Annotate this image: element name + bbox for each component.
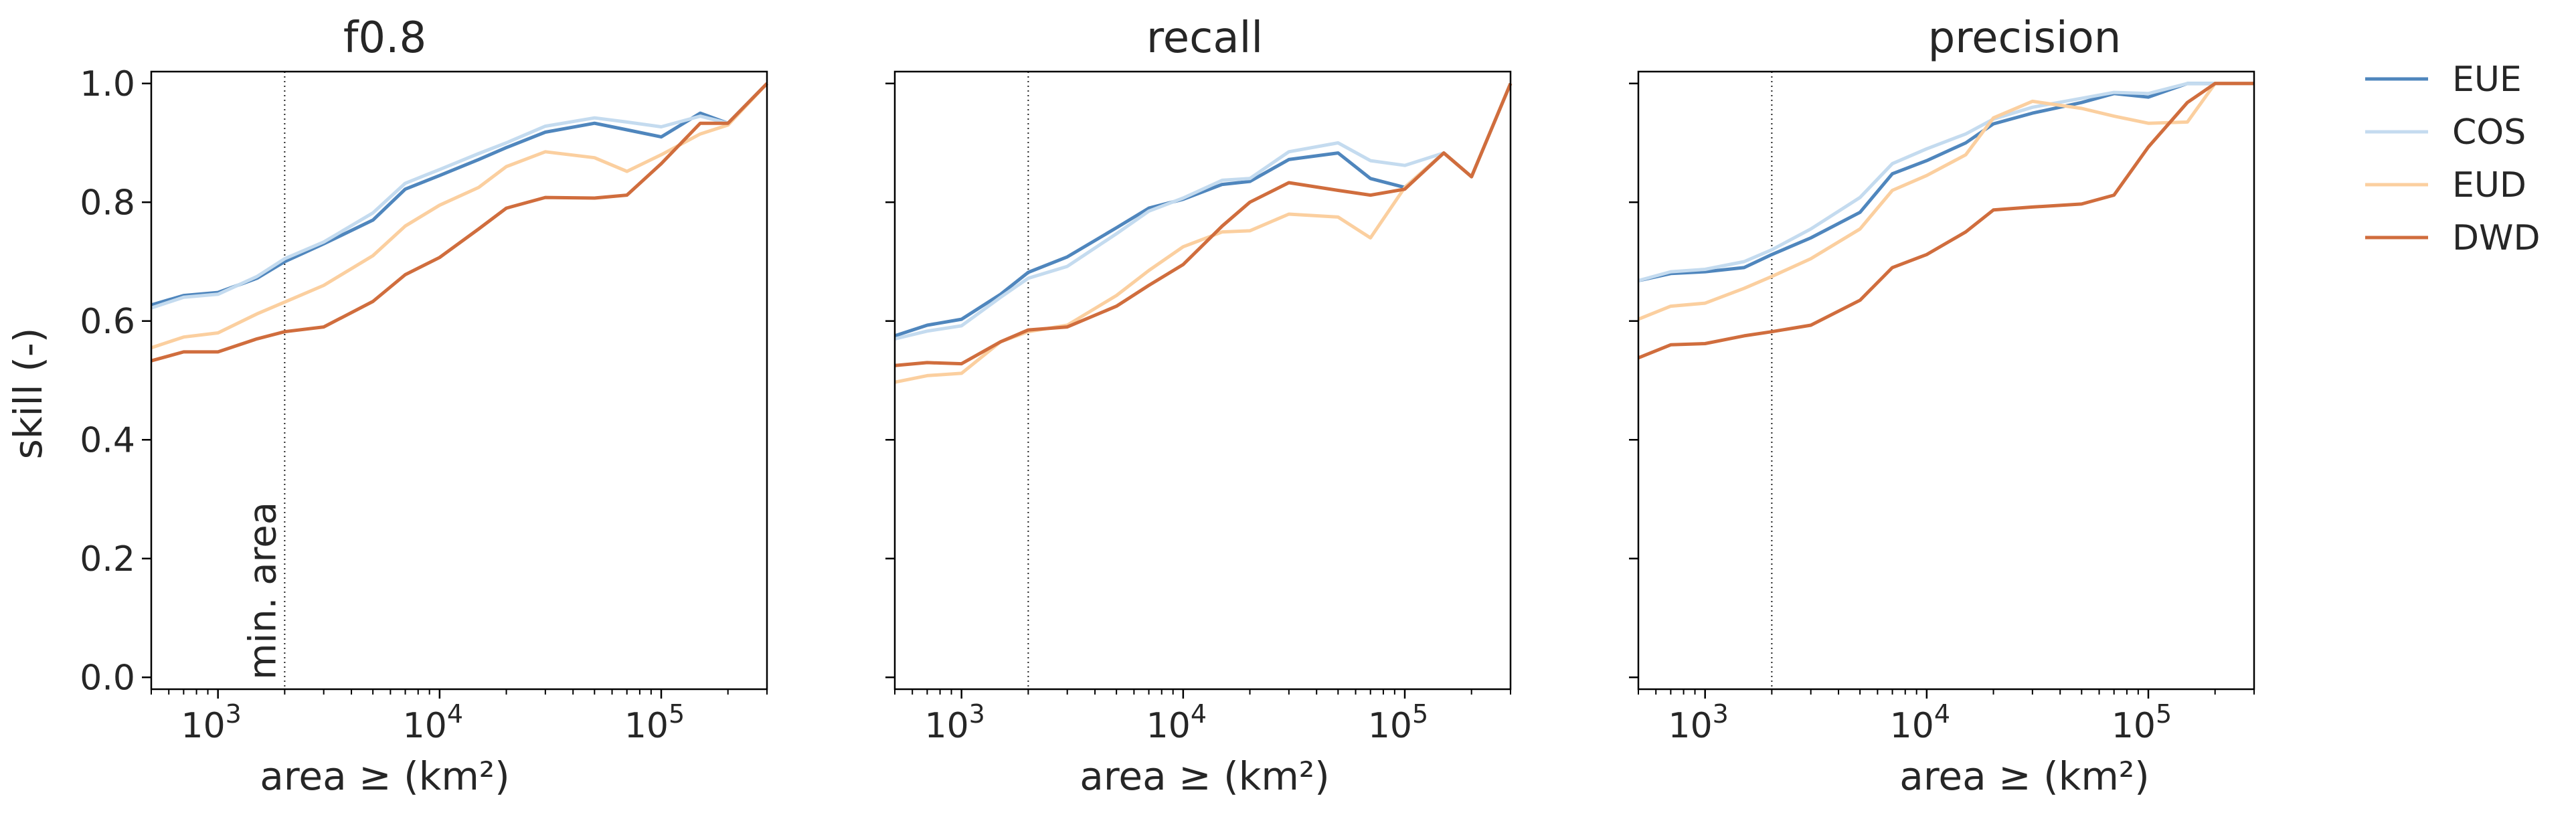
axes-frame <box>893 70 1512 691</box>
legend-item-eue: EUE <box>2365 60 2522 100</box>
x-axis-label: area ≥ (km²) <box>1899 753 2149 799</box>
legend: EUE COS EUD DWD <box>2365 60 2541 258</box>
series-line-eud <box>1638 82 2254 321</box>
x-tick-label: 104 <box>403 699 463 746</box>
series-line-cos <box>894 82 1513 341</box>
x-axis-label: area ≥ (km²) <box>260 753 509 799</box>
x-tick-label: 105 <box>1368 699 1428 746</box>
legend-label: DWD <box>2452 218 2541 258</box>
legend-item-eud: EUD <box>2365 165 2526 205</box>
legend-item-dwd: DWD <box>2365 218 2541 258</box>
y-tick-label: 0.2 <box>80 539 135 579</box>
legend-label: EUD <box>2452 165 2526 205</box>
legend-item-cos: COS <box>2365 112 2526 153</box>
panel-title: recall <box>1146 13 1263 63</box>
x-tick-label: 105 <box>624 699 685 746</box>
series-line-dwd <box>894 82 1513 367</box>
panel-recall: recall area ≥ (km²) 103 104 105 <box>885 13 1513 799</box>
legend-label: COS <box>2452 112 2526 153</box>
y-axis-label: skill (-) <box>5 328 51 460</box>
x-tick-label: 104 <box>1146 699 1207 746</box>
axes-frame <box>1637 70 2255 691</box>
y-tick-label: 1.0 <box>80 64 135 104</box>
x-tick-label: 105 <box>2112 699 2172 746</box>
series-line-dwd <box>1638 82 2254 360</box>
min-area-annotation: min. area <box>241 502 284 680</box>
series-line-dwd <box>151 82 768 363</box>
x-tick-label: 103 <box>925 699 985 746</box>
x-axis-label: area ≥ (km²) <box>1080 753 1329 799</box>
panel-title: precision <box>1928 13 2122 63</box>
panel-f0-8: f0.8 area ≥ (km²) 0.0 0.2 0.4 0.6 0.8 1.0 103 1… <box>80 13 768 799</box>
series-line-cos <box>151 82 768 310</box>
series-line-eue <box>1638 82 2254 282</box>
series-line-cos <box>1638 82 2254 282</box>
legend-label: EUE <box>2452 60 2522 100</box>
series-line-eud <box>151 82 768 350</box>
axes-frame <box>150 70 768 691</box>
x-tick-label: 103 <box>181 699 242 746</box>
y-tick-label: 0.4 <box>80 420 135 460</box>
y-tick-label: 0.6 <box>80 302 135 342</box>
x-tick-label: 104 <box>1890 699 1950 746</box>
panel-title: f0.8 <box>343 13 426 63</box>
y-tick-label: 0.0 <box>80 658 135 698</box>
panel-precision: precision area ≥ (km²) 103 104 105 <box>1629 13 2255 799</box>
y-tick-label: 0.8 <box>80 183 135 223</box>
x-tick-label: 103 <box>1668 699 1729 746</box>
